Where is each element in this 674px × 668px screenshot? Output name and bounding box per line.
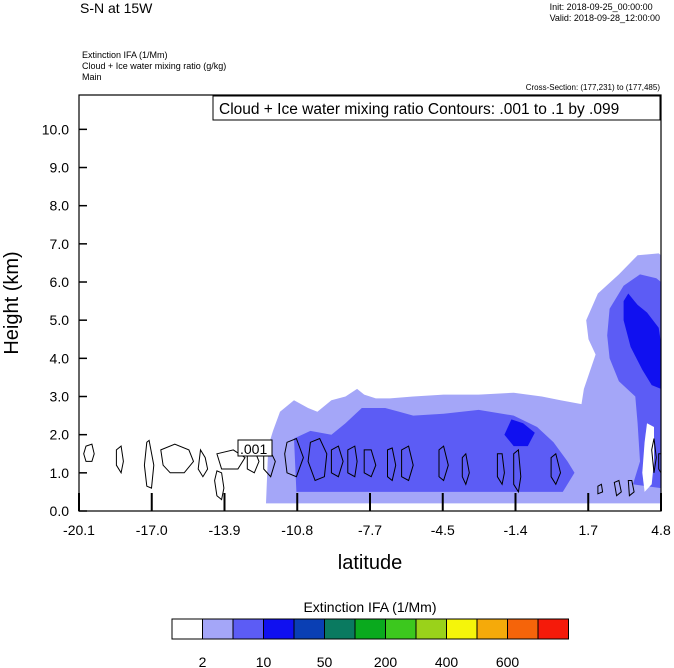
x-tick-label: 1.7 xyxy=(579,522,599,538)
contour-line-22 xyxy=(613,479,622,497)
plot-title: S-N at 15W xyxy=(80,0,153,16)
colorbar-swatch xyxy=(415,618,447,640)
contour-line-14 xyxy=(387,447,397,482)
contour-line-19 xyxy=(513,448,522,494)
contour-line-25 xyxy=(658,453,661,474)
x-tick-label: -4.5 xyxy=(431,522,455,538)
colorbar: 2 10 50 200 400 600 xyxy=(171,618,569,668)
y-tick-label: 4.0 xyxy=(50,350,70,366)
x-tick-label: -17.0 xyxy=(136,522,168,538)
colorbar-swatch xyxy=(171,618,203,640)
contour-line-2 xyxy=(143,439,155,489)
x-tick-label: -1.4 xyxy=(503,522,527,538)
colorbar-swatch xyxy=(232,618,264,640)
y-tick-label: 7.0 xyxy=(50,236,70,252)
contour-line-12 xyxy=(347,445,358,478)
contour-line-21 xyxy=(597,483,604,495)
field-name-shaded: Extinction IFA (1/Mm) xyxy=(82,50,168,60)
colorbar-swatch xyxy=(324,618,356,640)
colorbar-swatch xyxy=(446,618,478,640)
contour-line-9 xyxy=(284,437,304,478)
contour-line-18 xyxy=(496,453,505,486)
colorbar-swatch xyxy=(385,618,417,640)
colorbar-swatch xyxy=(202,618,234,640)
domain-name: Main xyxy=(82,72,102,82)
contour-line-5 xyxy=(216,449,246,470)
contour-line-6 xyxy=(214,470,225,501)
colorbar-label: 600 xyxy=(496,654,520,668)
y-tick-label: 2.0 xyxy=(50,427,70,443)
contour-annotation: Cloud + Ice water mixing ratio Contours:… xyxy=(219,101,619,118)
y-tick-label: 9.0 xyxy=(50,160,70,176)
y-tick-label: 1.0 xyxy=(50,465,70,481)
contour-line-1 xyxy=(115,445,124,475)
colorbar-swatch xyxy=(537,618,569,640)
y-tick-label: 0.0 xyxy=(50,503,70,519)
colorbar-swatch xyxy=(293,618,325,640)
contour-line-10 xyxy=(307,437,328,482)
contour-label-box xyxy=(237,439,273,457)
x-tick-label: -20.1 xyxy=(63,522,95,538)
y-axis-title: Height (km) xyxy=(1,251,23,354)
colorbar-label: 200 xyxy=(374,654,398,668)
contour-line-24 xyxy=(651,438,657,473)
colorbar-label: 400 xyxy=(435,654,459,668)
valid-time: Valid: 2018-09-28_12:00:00 xyxy=(549,13,660,23)
colorbar-label: 2 xyxy=(199,654,207,668)
contour-lines xyxy=(83,437,661,501)
contour-line-16 xyxy=(438,445,449,482)
colorbar-label: 10 xyxy=(256,654,272,668)
x-tick-label: -13.9 xyxy=(209,522,241,538)
y-tick-label: 8.0 xyxy=(50,198,70,214)
contour-line-4 xyxy=(197,448,209,478)
colorbar-swatch xyxy=(263,618,295,640)
init-valid-times: Init: 2018-09-25_00:00:00 Valid: 2018-09… xyxy=(550,2,660,24)
contour-label: .001 xyxy=(240,441,267,457)
cross-section-label: Cross-Section: (177,231) to (177,485) xyxy=(525,83,660,92)
contour-line-15 xyxy=(401,445,414,482)
init-time: Init: 2018-09-25_00:00:00 xyxy=(549,2,653,12)
contour-line-23 xyxy=(627,480,635,497)
x-tick-label: 4.8 xyxy=(651,522,671,538)
shaded-region-5 xyxy=(642,423,654,492)
field-name-contours: Cloud + Ice water mixing ratio (g/kg) xyxy=(82,61,227,71)
shaded-region-4 xyxy=(504,419,535,447)
y-axis: 0.0 1.0 2.0 3.0 4.0 5.0 6.0 7.0 8.0 9.0 10.0 xyxy=(42,121,87,519)
y-tick-label: 5.0 xyxy=(50,312,70,328)
contour-line-13 xyxy=(363,449,377,478)
x-axis-title: latitude xyxy=(338,552,403,574)
contour-line-11 xyxy=(330,445,344,478)
y-tick-label: 10.0 xyxy=(42,121,69,137)
x-axis: -20.1 -17.0 -13.9 -10.8 -7.7 -4.5 -1.4 1.7 4.8 xyxy=(63,493,671,538)
y-tick-label: 6.0 xyxy=(50,274,70,290)
contour-line-3 xyxy=(160,443,195,474)
shaded-region-3 xyxy=(623,293,661,389)
colorbar-swatch xyxy=(354,618,386,640)
x-tick-label: -7.7 xyxy=(358,522,382,538)
contour-annotation-box xyxy=(212,95,661,121)
colorbar-swatch xyxy=(476,618,508,640)
x-tick-label: -10.8 xyxy=(281,522,313,538)
contour-line-20 xyxy=(550,452,562,486)
y-tick-label: 3.0 xyxy=(50,389,70,405)
colorbar-title: Extinction IFA (1/Mm) xyxy=(303,599,436,615)
contour-line-0 xyxy=(83,443,95,462)
contour-line-17 xyxy=(461,452,470,486)
colorbar-swatch xyxy=(507,618,539,640)
colorbar-label: 50 xyxy=(317,654,333,668)
